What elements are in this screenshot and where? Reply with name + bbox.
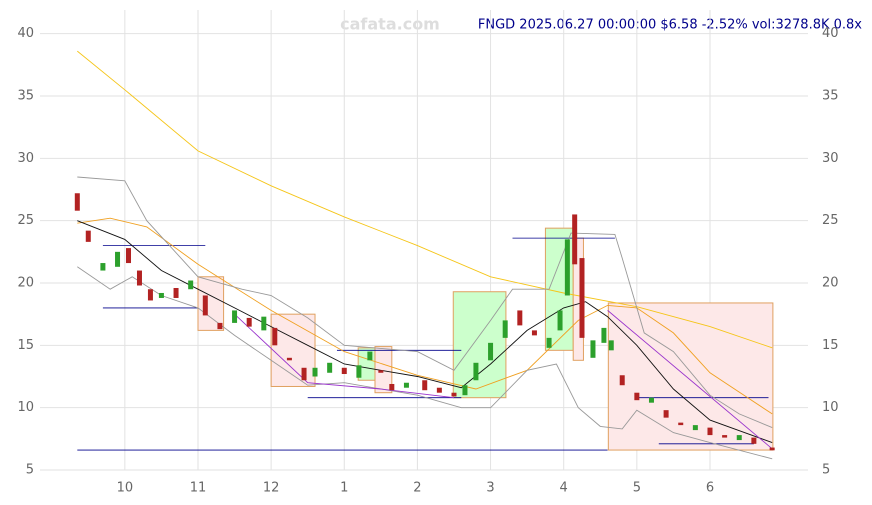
y-tick-label: 25 [17,213,34,228]
candle-body [232,310,238,323]
candle-body [436,387,442,393]
y-tick-label: 20 [17,276,34,291]
y-tick-label: 10 [17,400,34,415]
candle-body [272,327,278,346]
indicator-line [77,176,773,429]
candle-body [126,248,132,264]
candle-body [327,362,333,373]
candle-body [634,392,640,401]
candle-body [590,340,596,358]
candle-body [367,351,373,361]
candle-body [692,425,698,431]
candle-body [74,193,80,211]
candle-body [451,392,457,397]
indicator-line [77,50,773,349]
candle-body [100,263,106,271]
x-tick-label: 2 [413,481,421,496]
indicator-line [234,313,455,399]
y-tick-label: 5 [26,463,34,478]
candle-body [246,317,252,327]
zone [452,291,507,399]
candle-body [378,370,384,373]
x-tick-label: 11 [190,481,207,496]
y-tick-label-right: 30 [822,151,839,166]
candle-body [85,230,91,242]
candle-body [389,383,395,391]
candle-body [173,287,179,298]
x-tick-label: 6 [706,481,714,496]
y-tick-label-right: 5 [822,463,830,478]
candle-body [115,251,121,267]
y-tick-label-right: 20 [822,276,839,291]
candle-body [564,239,570,296]
y-tick-label-right: 40 [822,26,839,41]
candle-body [202,295,208,316]
candle-body [608,340,614,351]
candle-body [769,447,775,451]
candle-body [707,427,713,436]
watermark: cafata.com [340,15,440,34]
candle-body [579,258,585,338]
y-tick-label: 30 [17,151,34,166]
candle-body [546,337,552,348]
candle-body [462,385,468,396]
candle-body [751,437,757,444]
candle-body [488,342,494,361]
zone [197,276,225,331]
candle-body [286,357,292,361]
zone [270,313,316,387]
candle-body [356,365,362,378]
y-tick-label-right: 10 [822,400,839,415]
y-tick-label-right: 25 [822,213,839,228]
candle-body [188,280,194,290]
candle-body [531,330,537,336]
candle-body [557,310,563,331]
candle-body [678,422,684,426]
y-tick-label-right: 35 [822,89,839,104]
candle-body [648,397,654,403]
candle-body [502,320,508,338]
candle-body [147,289,153,301]
candle-body [619,375,625,386]
y-tick-label: 15 [17,338,34,353]
candle-body [473,362,479,381]
indicator-line [77,220,773,444]
candle-body [158,292,164,298]
x-tick-label: 5 [633,481,641,496]
candle-body [601,327,607,343]
candle-body [136,270,142,286]
indicator-line [77,266,773,460]
chart-title: FNGD 2025.06.27 00:00:00 $6.58 -2.52% vo… [478,18,862,33]
y-tick-label: 35 [17,89,34,104]
candle-body [403,382,409,388]
x-tick-label: 3 [486,481,494,496]
candle-body [341,367,347,375]
candle-body [722,435,728,438]
candle-body [422,380,428,391]
zone [607,302,774,451]
x-tick-label: 10 [117,481,134,496]
candle-body [261,316,267,331]
x-tick-label: 4 [560,481,568,496]
candle-body [736,435,742,441]
candle-body [301,367,307,381]
y-tick-label-right: 15 [822,338,839,353]
x-tick-label: 12 [263,481,280,496]
indicator-line [607,310,773,450]
y-tick-label: 40 [17,26,34,41]
x-tick-label: 1 [340,481,348,496]
candle-body [517,310,523,326]
candle-body [572,214,578,265]
candle-body [663,410,669,418]
candle-body [217,322,223,330]
candle-body [312,367,318,377]
